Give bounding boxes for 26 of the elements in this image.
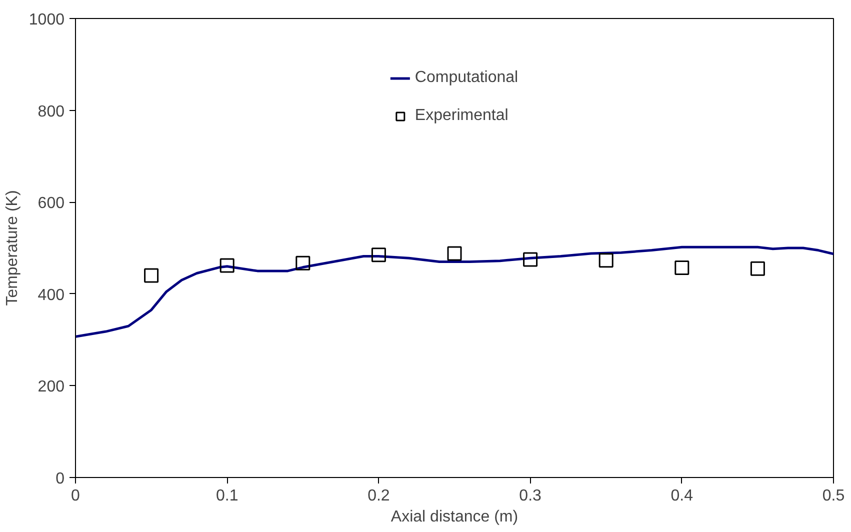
line-series bbox=[76, 246, 834, 338]
point bbox=[523, 252, 538, 267]
point bbox=[220, 258, 234, 273]
point bbox=[750, 261, 765, 276]
x-tick-label: 0.1 bbox=[216, 488, 238, 504]
point bbox=[598, 253, 614, 268]
legend-label: Computational bbox=[414, 69, 518, 87]
point bbox=[447, 246, 462, 261]
y-tick-label: 200 bbox=[38, 378, 65, 396]
y-tick-label: 800 bbox=[38, 103, 65, 120]
y-axis-title: Temperature (K) bbox=[4, 190, 21, 306]
legend-label: Experimental bbox=[414, 107, 508, 125]
y-tick-label: 600 bbox=[38, 195, 65, 212]
x-tick-label: 0 bbox=[71, 488, 80, 504]
x-tick-label: 0.5 bbox=[822, 488, 845, 504]
x-tick-label: 0.2 bbox=[368, 488, 390, 504]
point bbox=[674, 260, 690, 275]
x-tick-label: 0.3 bbox=[519, 488, 542, 504]
point bbox=[371, 248, 386, 262]
y-tick-label: 0 bbox=[56, 470, 65, 488]
y-tick-label: 400 bbox=[38, 286, 65, 304]
x-tick-label: 0.4 bbox=[670, 488, 694, 504]
point bbox=[296, 256, 310, 270]
point bbox=[144, 268, 159, 283]
y-tick-label: 1000 bbox=[28, 12, 65, 28]
x-axis-title: Axial distance (m) bbox=[390, 508, 518, 526]
